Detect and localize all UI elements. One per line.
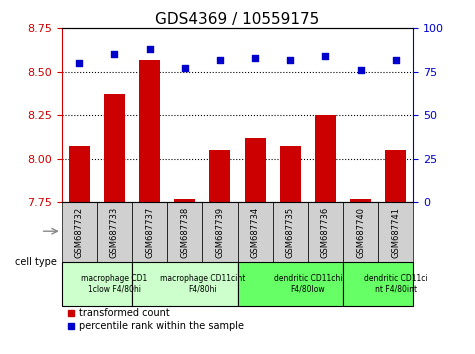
Bar	[343, 202, 378, 262]
Point	[111, 52, 118, 57]
Bar	[280, 147, 301, 202]
Bar	[273, 202, 308, 262]
Text: macrophage CD1
1clow F4/80hi: macrophage CD1 1clow F4/80hi	[81, 274, 148, 293]
Bar	[174, 199, 195, 202]
Bar	[97, 202, 132, 262]
Text: GSM687735: GSM687735	[286, 206, 294, 258]
Point	[181, 65, 189, 71]
Bar	[209, 150, 230, 202]
Text: dendritic CD11ci
nt F4/80int: dendritic CD11ci nt F4/80int	[364, 274, 428, 293]
Bar	[238, 262, 343, 306]
Bar	[62, 262, 132, 306]
Bar	[350, 199, 371, 202]
Bar	[104, 95, 125, 202]
Bar	[139, 59, 160, 202]
Bar	[378, 202, 413, 262]
Text: GSM687738: GSM687738	[180, 206, 189, 258]
Point	[322, 53, 329, 59]
Text: GSM687739: GSM687739	[216, 206, 224, 258]
Bar	[343, 262, 413, 306]
Text: GSM687741: GSM687741	[391, 207, 400, 258]
Legend: transformed count, percentile rank within the sample: transformed count, percentile rank withi…	[66, 308, 244, 331]
Bar	[167, 202, 202, 262]
Point	[146, 46, 153, 52]
Point	[251, 55, 259, 61]
Text: GSM687732: GSM687732	[75, 206, 84, 258]
Bar	[132, 202, 167, 262]
Bar	[132, 262, 238, 306]
Bar	[245, 138, 266, 202]
Text: GSM687734: GSM687734	[251, 206, 259, 258]
Point	[286, 57, 294, 62]
Title: GDS4369 / 10559175: GDS4369 / 10559175	[155, 12, 320, 27]
Text: GSM687737: GSM687737	[145, 206, 154, 258]
Point	[357, 67, 364, 73]
Text: GSM687733: GSM687733	[110, 206, 119, 258]
Bar	[315, 115, 336, 202]
Text: macrophage CD11cint
F4/80hi: macrophage CD11cint F4/80hi	[160, 274, 245, 293]
Text: dendritic CD11chi
F4/80low: dendritic CD11chi F4/80low	[274, 274, 342, 293]
Bar	[385, 150, 406, 202]
Bar	[238, 202, 273, 262]
Text: GSM687736: GSM687736	[321, 206, 330, 258]
Text: cell type: cell type	[15, 257, 57, 267]
Bar	[308, 202, 343, 262]
Text: GSM687740: GSM687740	[356, 207, 365, 258]
Bar	[202, 202, 238, 262]
Point	[216, 57, 224, 62]
Bar	[69, 147, 90, 202]
Point	[392, 57, 399, 62]
Bar	[62, 202, 97, 262]
Point	[76, 60, 83, 66]
